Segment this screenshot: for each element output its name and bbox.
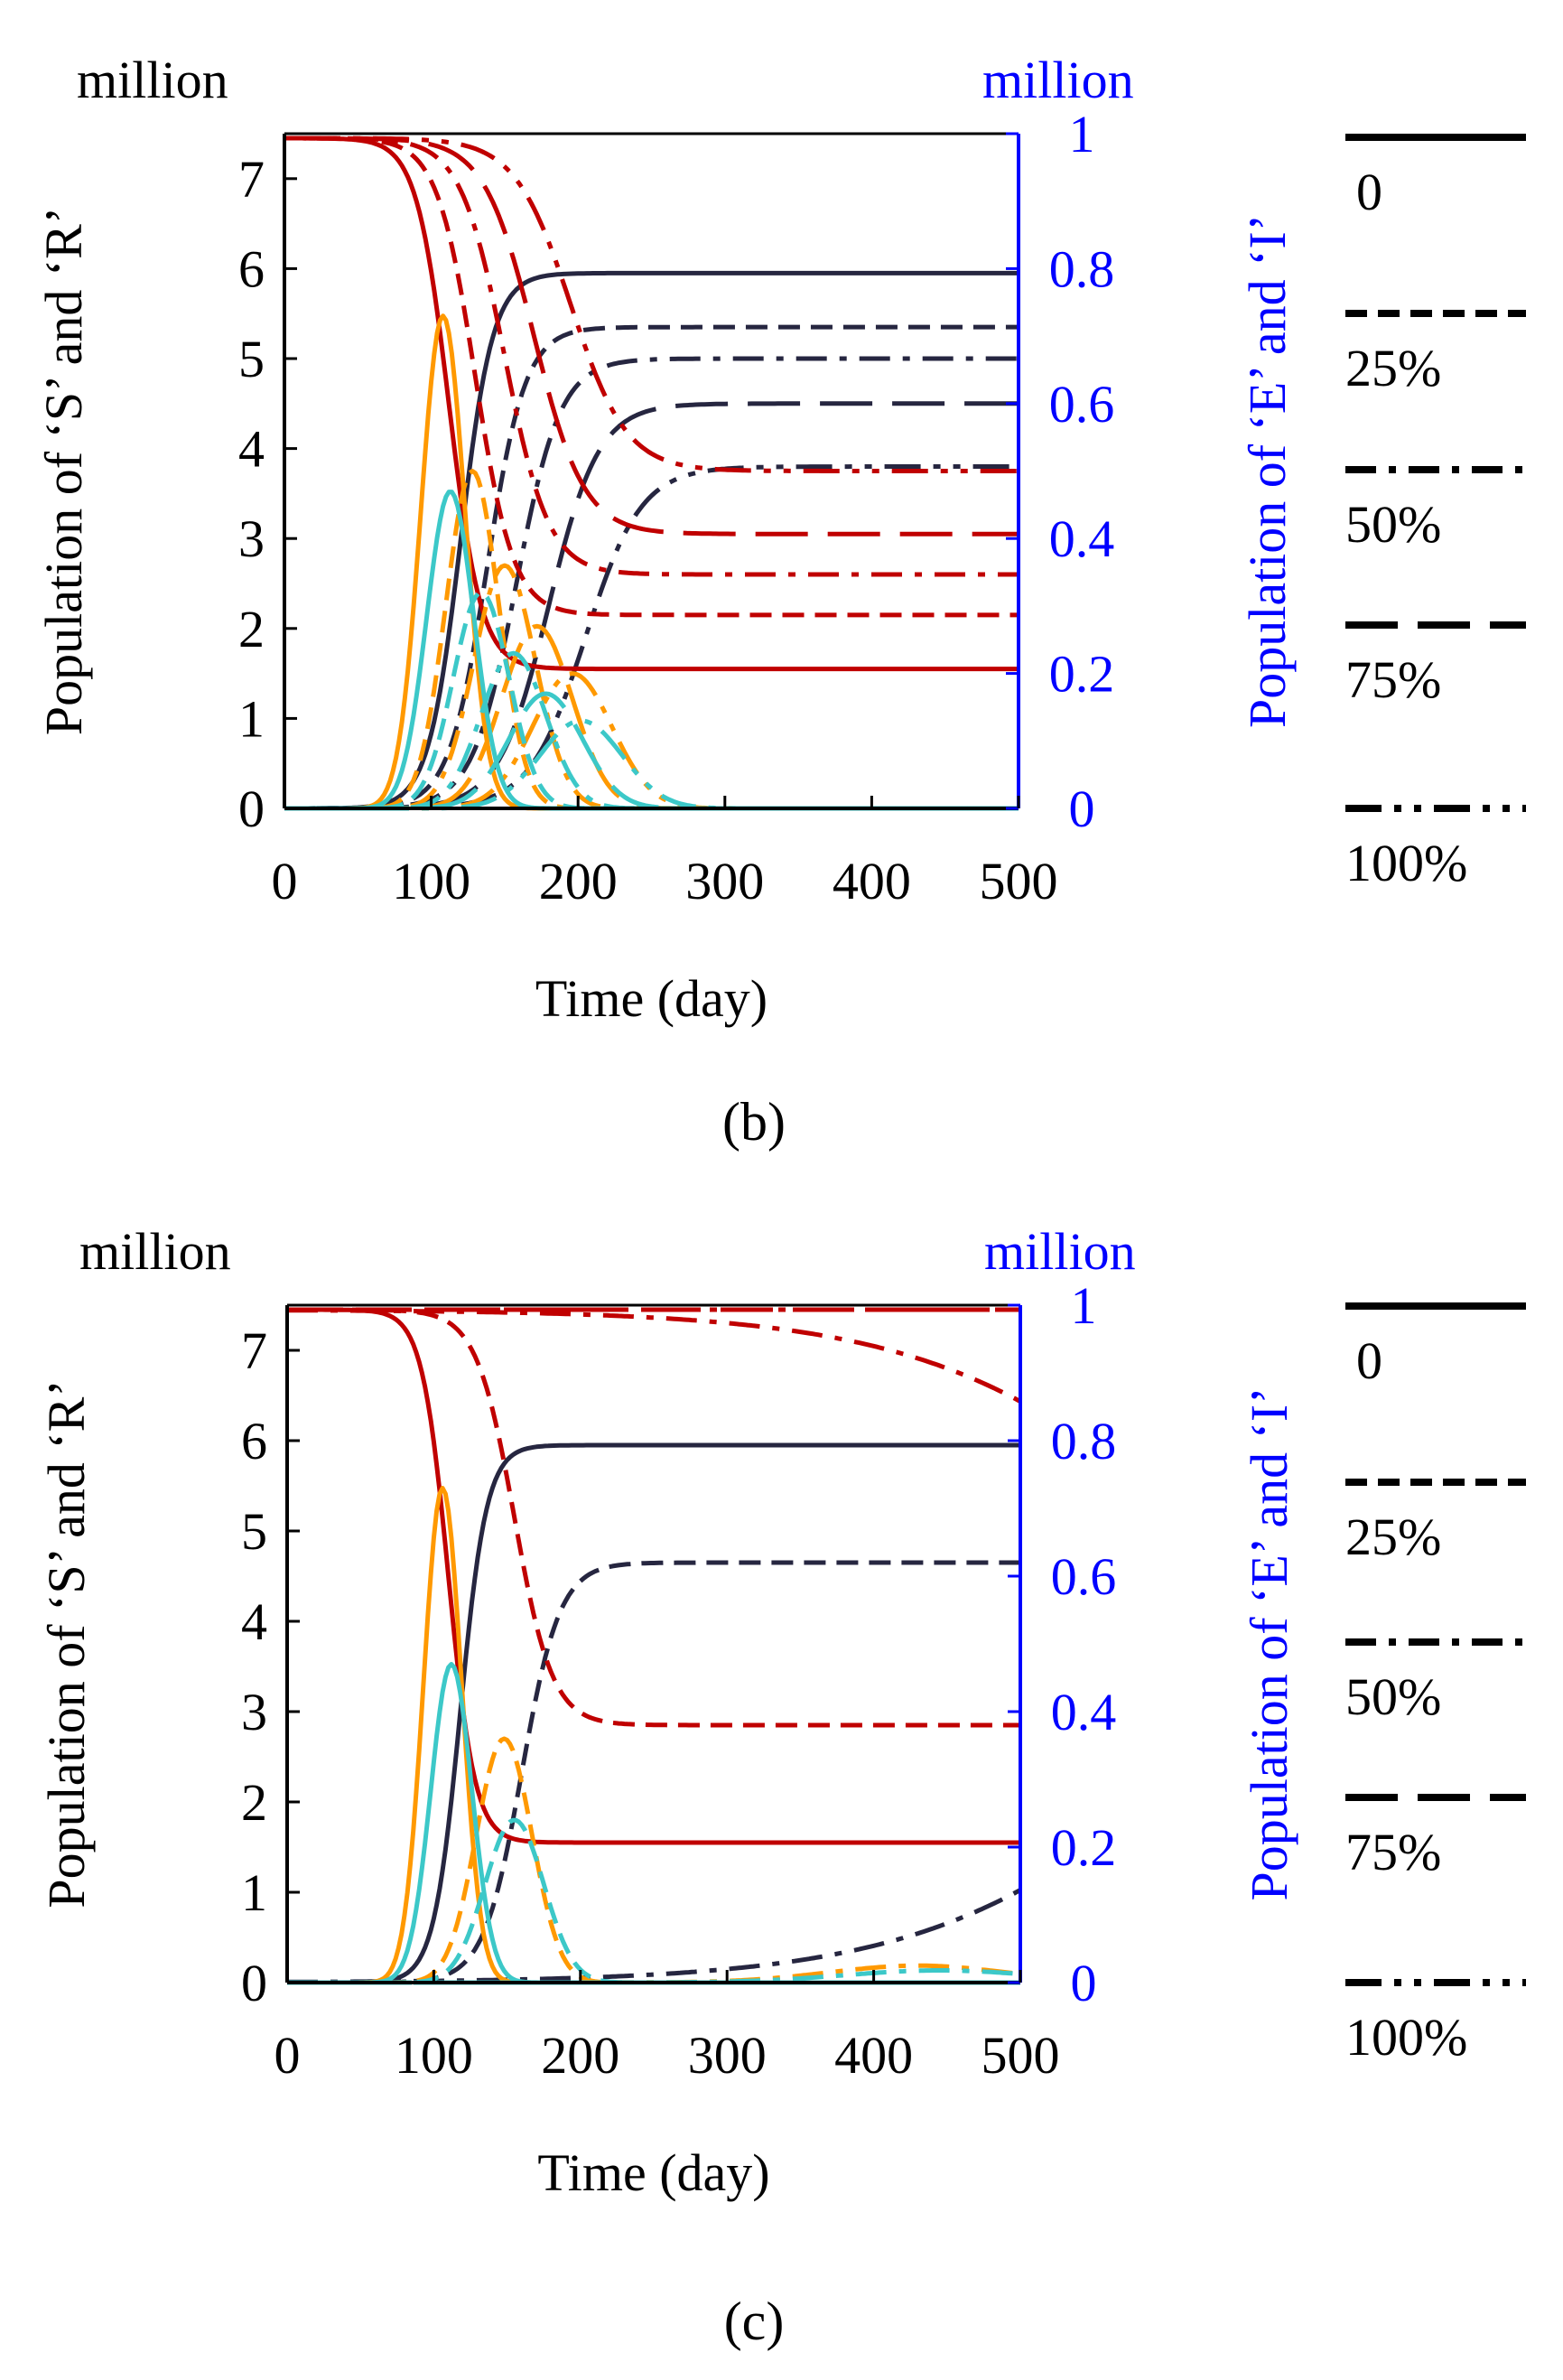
- y-right-tick-label: 0.4: [1049, 509, 1115, 568]
- legend: 0 25% 50% 75% 100%: [1345, 134, 1526, 892]
- y-left-tick-label: 3: [241, 1683, 267, 1741]
- legend-label: 75%: [1345, 1823, 1441, 1881]
- y-left-tick-label: 2: [238, 600, 265, 658]
- y-left-axis-title: Population of ‘S’ and ‘R’: [34, 207, 93, 735]
- x-tick-label: 300: [688, 2026, 767, 2085]
- right-unit-label: million: [984, 1222, 1136, 1281]
- series-line-S-25pct: [287, 1307, 1020, 1728]
- series-line-R-25pct: [287, 1560, 1020, 1985]
- series-line-S-25pct: [284, 135, 1019, 618]
- y-right-tick-label: 0: [1071, 1954, 1097, 2012]
- y-right-tick-label: 0.8: [1049, 239, 1115, 298]
- y-left-tick-label: 6: [238, 239, 265, 298]
- legend-label: 75%: [1345, 650, 1441, 709]
- series-line-R-50pct: [284, 356, 1019, 811]
- left-unit-label: million: [77, 51, 228, 109]
- y-left-tick-label: 1: [238, 689, 265, 748]
- chart-panel-c: 0 1 2 3 4 5 6 7 0 0.2 0.4 0.6 0.8 1 0 100 200 300 400 500 mi…: [37, 1222, 1298, 2351]
- y-right-tick-label: 0.6: [1049, 375, 1115, 434]
- series-line-R-25pct: [284, 324, 1019, 811]
- y-left-tick-label: 7: [238, 150, 265, 209]
- y-right-tick-label: 0.8: [1051, 1412, 1117, 1470]
- y-left-tick-label: 5: [241, 1502, 267, 1561]
- y-left-tick-label: 0: [238, 779, 265, 838]
- panel-label: (c): [724, 2291, 785, 2351]
- y-left-tick-label: 5: [238, 330, 265, 388]
- y-right-tick-label: 0.6: [1051, 1547, 1117, 1606]
- x-tick-label: 400: [833, 852, 911, 910]
- y-right-tick-label: 1: [1071, 1276, 1097, 1335]
- x-tick-label: 100: [395, 2026, 473, 2085]
- legend-label: 25%: [1345, 1507, 1441, 1566]
- series-line-R-50pct: [287, 1888, 1020, 1984]
- y-right-tick-label: 0: [1069, 779, 1095, 838]
- y-left-axis-title: Population of ‘S’ and ‘R’: [37, 1379, 96, 1908]
- series-line-S-50pct: [287, 1308, 1020, 1404]
- y-left-tick-label: 3: [238, 509, 265, 568]
- x-axis-title: Time (day): [537, 2143, 769, 2202]
- x-tick-label: 0: [272, 852, 298, 910]
- legends-layer: 0 25% 50% 75% 100% 0 25% 50% 75% 100%: [1345, 134, 1526, 2067]
- legend-label: 25%: [1345, 339, 1441, 397]
- legend-label: 50%: [1345, 495, 1441, 554]
- x-tick-label: 200: [539, 852, 618, 910]
- y-right-axis-title: Population of ‘E’ and ‘I’: [1238, 214, 1297, 728]
- y-right-axis-title: Population of ‘E’ and ‘I’: [1240, 1386, 1298, 1900]
- y-right-tick-label: 0.2: [1049, 645, 1115, 704]
- chart-panel-b: 0 1 2 3 4 5 6 7 0 0.2 0.4 0.6 0.8 1 0 100 200 300 400 500 mi…: [34, 51, 1297, 1152]
- legend-label: 0: [1356, 1331, 1382, 1390]
- y-right-tick-label: 1: [1069, 105, 1095, 163]
- series-line-S-100pct: [284, 135, 1019, 473]
- y-left-tick-label: 7: [241, 1321, 267, 1380]
- y-left-tick-label: 0: [241, 1954, 267, 2012]
- y-right-tick-label: 0.2: [1051, 1818, 1117, 1877]
- x-tick-label: 500: [982, 2026, 1060, 2085]
- y-left-tick-label: 4: [238, 420, 265, 479]
- y-left-tick-label: 1: [241, 1863, 267, 1922]
- series-line-S-0: [287, 1307, 1020, 1845]
- series-line-R-0: [287, 1442, 1020, 1985]
- x-tick-label: 400: [834, 2026, 913, 2085]
- x-tick-label: 0: [274, 2026, 301, 2085]
- x-tick-label: 300: [685, 852, 764, 910]
- right-unit-label: million: [982, 51, 1134, 109]
- x-tick-label: 500: [980, 852, 1058, 910]
- legend-label: 100%: [1345, 834, 1467, 892]
- y-left-tick-label: 6: [241, 1412, 267, 1470]
- x-tick-label: 100: [392, 852, 470, 910]
- y-left-tick-label: 2: [241, 1773, 267, 1832]
- legend-label: 100%: [1345, 2008, 1467, 2067]
- legend: 0 25% 50% 75% 100%: [1345, 1302, 1526, 2067]
- series-line-S-0: [284, 135, 1019, 672]
- legend-label: 50%: [1345, 1667, 1441, 1726]
- x-axis-title: Time (day): [535, 969, 768, 1028]
- series-line-R-0: [284, 270, 1019, 811]
- legend-label: 0: [1356, 163, 1382, 221]
- left-unit-label: million: [79, 1222, 231, 1281]
- y-left-tick-label: 4: [241, 1592, 267, 1651]
- y-right-tick-label: 0.4: [1051, 1683, 1117, 1741]
- x-tick-label: 200: [541, 2026, 619, 2085]
- series-line-S-50pct: [284, 135, 1019, 577]
- panel-label: (b): [722, 1092, 786, 1152]
